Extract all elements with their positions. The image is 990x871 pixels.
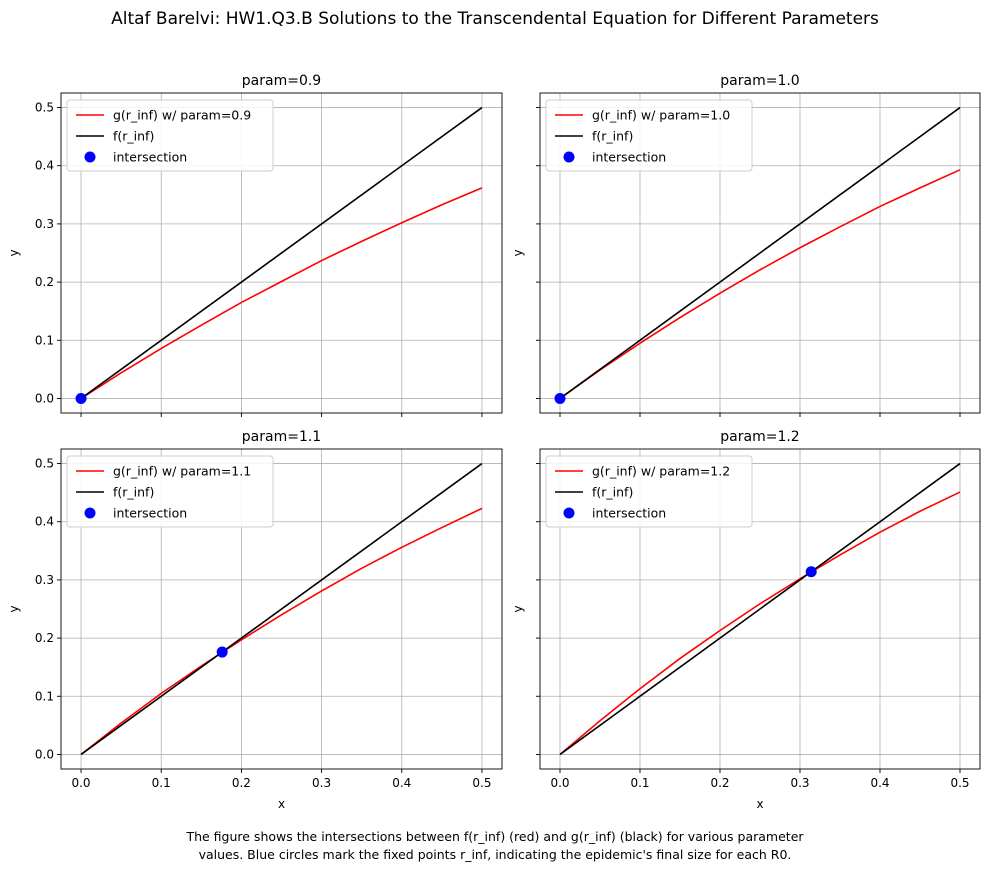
x-tick-label: 0.4 xyxy=(392,776,411,790)
legend-label: f(r_inf) xyxy=(592,129,633,144)
g-curve-line xyxy=(559,169,961,400)
intersection-point xyxy=(75,392,87,404)
legend-intersection-swatch xyxy=(563,151,575,163)
legend-label: intersection xyxy=(592,506,666,521)
legend-label: intersection xyxy=(592,150,666,165)
x-tick-label: 0.5 xyxy=(950,776,969,790)
legend-box xyxy=(545,455,753,528)
subplot-title: param=1.2 xyxy=(720,429,799,445)
legend-intersection-swatch xyxy=(84,151,96,163)
x-tick-label: 0.0 xyxy=(71,776,90,790)
intersection-point xyxy=(805,566,817,578)
legend-label: intersection xyxy=(113,150,187,165)
legend: g(r_inf) w/ param=1.0 f(r_inf) intersectio… xyxy=(545,99,753,172)
x-tick-label: 0.5 xyxy=(472,776,491,790)
intersection-point xyxy=(554,392,566,404)
legend: g(r_inf) w/ param=1.2 f(r_inf) intersectio… xyxy=(545,455,753,528)
f-line xyxy=(80,106,483,400)
legend-label: g(r_inf) w/ param=0.9 xyxy=(113,108,251,123)
x-tick-label: 0.1 xyxy=(152,776,171,790)
x-tick-label: 0.0 xyxy=(550,776,569,790)
legend-box xyxy=(66,99,274,172)
y-tick-label: 0.4 xyxy=(35,159,54,173)
y-tick-label: 0.5 xyxy=(35,101,54,115)
caption-line-2: values. Blue circles mark the fixed poin… xyxy=(199,847,792,862)
legend: g(r_inf) w/ param=0.9 f(r_inf) intersectio… xyxy=(66,99,274,172)
y-tick-label: 0.2 xyxy=(35,275,54,289)
intersection-point xyxy=(216,646,228,658)
y-tick-label: 0.5 xyxy=(35,457,54,471)
y-tick-label: 0.3 xyxy=(35,217,54,231)
subplot-1: 0.0 0.1 0.2 0.3 0.4 0.5 param=0.9 y g(r_inf) w/ … xyxy=(7,73,503,417)
x-tick-label: 0.3 xyxy=(790,776,809,790)
y-tick-label: 0.1 xyxy=(35,333,54,347)
y-tick-label: 0.2 xyxy=(35,631,54,645)
subplot-2: param=1.0 y g(r_inf) w/ param=1.0 f(r_inf)i… xyxy=(511,73,981,417)
axes-frame xyxy=(539,92,981,414)
subplot-3: 0.0 0.1 0.2 0.3 0.4 0.5 0.0 0.1 0.2 0.3 0.4 0.5 para… xyxy=(7,429,503,811)
x-tick-label: 0.1 xyxy=(630,776,649,790)
y-tick-label: 0.1 xyxy=(35,689,54,703)
subplot-title: param=1.1 xyxy=(242,429,321,445)
subplot-4: 0.0 0.1 0.2 0.3 0.4 0.5 param=1.2 x y g(r_inf) w/… xyxy=(511,429,981,811)
figure-suptitle: Altaf Barelvi: HW1.Q3.B Solutions to the… xyxy=(111,9,879,29)
y-tick-label: 0.3 xyxy=(35,573,54,587)
legend-label: intersection xyxy=(113,506,187,521)
legend-intersection-swatch xyxy=(563,507,575,519)
g-curve-line xyxy=(80,507,483,756)
subplots-grid: 0.0 0.1 0.2 0.3 0.4 0.5 param=0.9 y g(r_inf) w/ … xyxy=(7,73,981,811)
f-line xyxy=(80,462,483,756)
y-axis-label: y xyxy=(511,605,525,612)
y-axis-label: y xyxy=(511,249,525,256)
x-tick-label: 0.2 xyxy=(232,776,251,790)
x-axis-label: x xyxy=(756,797,763,811)
legend-label: g(r_inf) w/ param=1.0 xyxy=(592,108,730,123)
legend: g(r_inf) w/ param=1.1 f(r_inf) intersectio… xyxy=(66,455,274,528)
legend-label: f(r_inf) xyxy=(592,485,633,500)
subplot-title: param=1.0 xyxy=(720,73,799,89)
f-line xyxy=(559,462,961,756)
y-tick-label: 0.0 xyxy=(35,391,54,405)
y-tick-label: 0.4 xyxy=(35,515,54,529)
g-curve-line xyxy=(80,187,483,400)
caption-line-1: The figure shows the intersections betwe… xyxy=(185,829,804,844)
axes-frame xyxy=(539,448,981,770)
legend-label: f(r_inf) xyxy=(113,129,154,144)
legend-intersection-swatch xyxy=(84,507,96,519)
x-tick-label: 0.4 xyxy=(870,776,889,790)
legend-label: g(r_inf) w/ param=1.1 xyxy=(113,464,251,479)
legend-label: g(r_inf) w/ param=1.2 xyxy=(592,464,730,479)
legend-box xyxy=(66,455,274,528)
legend-box xyxy=(545,99,753,172)
y-axis-label: y xyxy=(7,249,21,256)
f-line xyxy=(559,106,961,400)
axes-frame xyxy=(60,92,503,414)
g-curve-line xyxy=(559,491,961,756)
legend-label: f(r_inf) xyxy=(113,485,154,500)
x-axis-label: x xyxy=(278,797,285,811)
x-tick-label: 0.3 xyxy=(312,776,331,790)
y-axis-label: y xyxy=(7,605,21,612)
subplot-title: param=0.9 xyxy=(242,73,321,89)
x-tick-label: 0.2 xyxy=(710,776,729,790)
y-tick-label: 0.0 xyxy=(35,747,54,761)
axes-frame xyxy=(60,448,503,770)
